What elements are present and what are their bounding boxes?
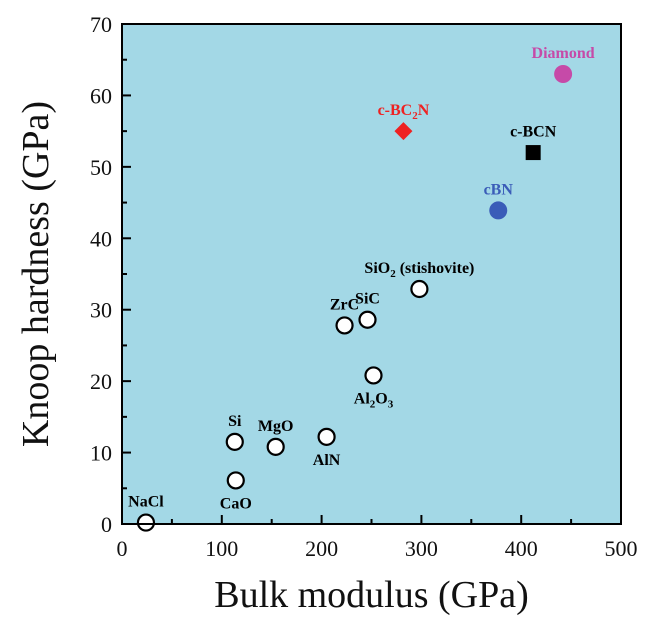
y-tick-label: 0 (101, 512, 112, 537)
label-aln: AlN (313, 452, 341, 469)
y-tick-label: 50 (90, 155, 112, 180)
data-points (136, 65, 573, 532)
label-zrc: ZrC (330, 296, 359, 313)
point-cao (226, 471, 245, 490)
label-sic: SiC (355, 291, 380, 308)
point-al2o3 (364, 366, 383, 385)
label-cao: CaO (220, 495, 252, 512)
axis-tick-labels: 0 100 200 300 400 500 0 10 20 30 40 50 60 70 (90, 12, 638, 561)
x-tick-label: 100 (205, 536, 238, 561)
y-tick-label: 20 (90, 369, 112, 394)
label-si: Si (228, 413, 242, 430)
x-tick-label: 0 (117, 536, 128, 561)
label-nacl: NaCl (128, 494, 164, 511)
point-cbn (489, 201, 508, 220)
point-c-bc2n (394, 122, 413, 141)
point-aln (317, 427, 336, 446)
y-tick-label: 30 (90, 298, 112, 323)
y-tick-label: 10 (90, 441, 112, 466)
label-cbn: cBN (484, 181, 514, 198)
x-tick-label: 200 (305, 536, 338, 561)
point-nacl (136, 513, 156, 532)
point-si (225, 432, 244, 451)
point-mgo (266, 437, 285, 456)
label-diamond: Diamond (532, 45, 595, 62)
label-al2o3: Al2O3 (354, 390, 394, 410)
label-sio2-stishovite: SiO2 (stishovite) (364, 260, 474, 280)
label-c-bc2n: c-BC2N (378, 102, 430, 122)
label-c-bcn: c-BCN (510, 124, 557, 141)
x-tick-label: 500 (605, 536, 638, 561)
y-tick-label: 60 (90, 83, 112, 108)
label-mgo: MgO (258, 418, 294, 435)
y-tick-label: 40 (90, 226, 112, 251)
x-tick-label: 400 (505, 536, 538, 561)
point-sic (358, 310, 377, 329)
x-tick-label: 300 (405, 536, 438, 561)
point-sio2-stishovite (410, 279, 429, 299)
y-axis-title: Knoop hardness (GPa) (15, 101, 57, 447)
point-c-bcn (525, 145, 541, 161)
point-zrc (335, 316, 354, 335)
x-axis-title: Bulk modulus (GPa) (214, 574, 529, 616)
plot-area (122, 24, 621, 524)
plot-frame (121, 23, 622, 525)
point-diamond (554, 65, 573, 83)
y-tick-label: 70 (90, 12, 112, 37)
